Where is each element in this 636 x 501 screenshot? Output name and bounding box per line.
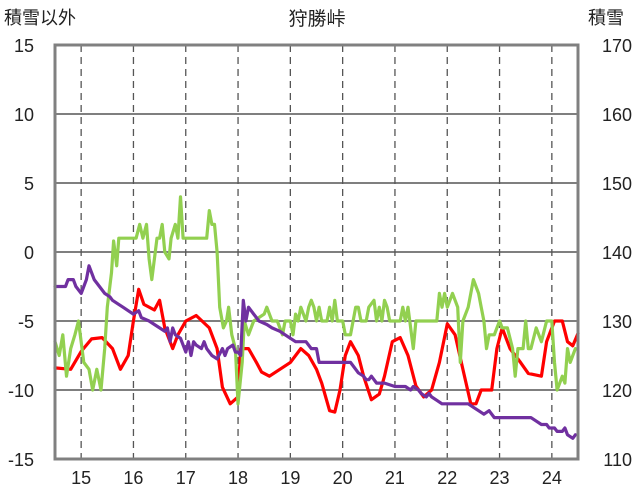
x-tick-label: 18 xyxy=(228,468,248,488)
left-tick-label: -10 xyxy=(8,381,34,401)
left-tick-label: 10 xyxy=(14,105,34,125)
x-tick-label: 20 xyxy=(333,468,353,488)
left-tick-label: -5 xyxy=(18,312,34,332)
x-tick-label: 15 xyxy=(71,468,91,488)
x-tick-label: 17 xyxy=(176,468,196,488)
x-tick-label: 22 xyxy=(437,468,457,488)
left-tick-label: -15 xyxy=(8,450,34,470)
right-axis-title: 積雪 xyxy=(588,8,624,28)
right-tick-label: 140 xyxy=(602,243,632,263)
right-axis-ticks: 170 160 150 140 130 120 110 xyxy=(602,36,632,470)
plot-frame xyxy=(53,43,580,461)
series-line-3 xyxy=(53,264,577,440)
x-tick-label: 16 xyxy=(123,468,143,488)
x-tick-label: 24 xyxy=(542,468,562,488)
grid xyxy=(55,45,578,459)
right-tick-label: 110 xyxy=(603,450,632,470)
x-axis-ticks: 15 16 17 18 19 20 21 22 23 24 xyxy=(71,468,562,488)
x-tick-label: 19 xyxy=(280,468,300,488)
left-tick-label: 15 xyxy=(14,36,34,56)
chart-title: 狩勝峠 xyxy=(288,8,345,30)
right-tick-label: 150 xyxy=(602,174,632,194)
x-tick-label: 21 xyxy=(385,468,405,488)
left-axis-title: 積雪以外 xyxy=(4,8,76,28)
right-tick-label: 160 xyxy=(602,105,632,125)
series-line-1 xyxy=(53,287,580,414)
right-tick-label: 130 xyxy=(602,312,632,332)
series-line-2 xyxy=(53,195,577,406)
right-tick-label: 170 xyxy=(602,36,632,56)
left-tick-label: 5 xyxy=(24,174,34,194)
right-tick-label: 120 xyxy=(602,381,632,401)
left-tick-label: 0 xyxy=(24,243,34,263)
x-tick-label: 23 xyxy=(490,468,510,488)
left-axis-ticks: 15 10 5 0 -5 -10 -15 xyxy=(8,36,34,470)
series-group xyxy=(53,195,580,440)
